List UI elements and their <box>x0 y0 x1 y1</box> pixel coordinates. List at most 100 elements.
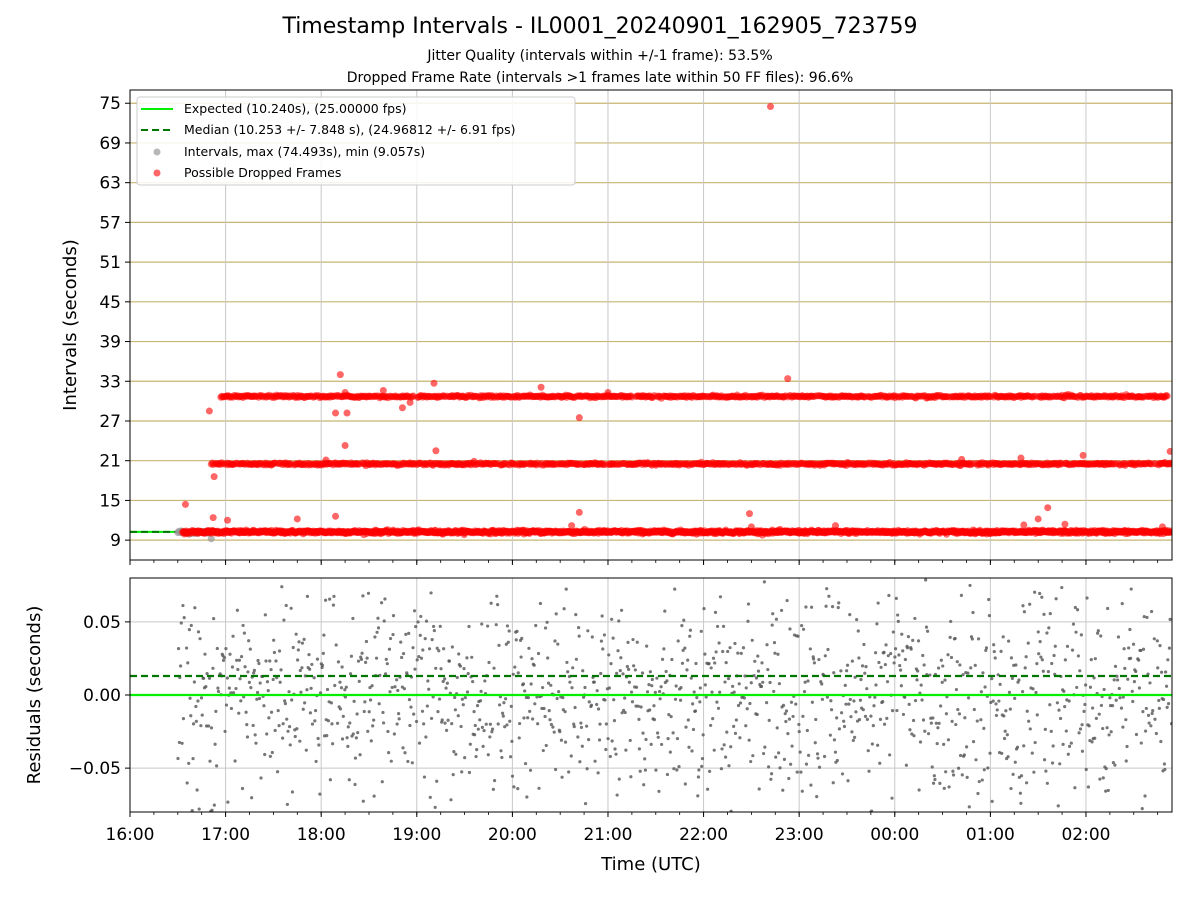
residual-point <box>1047 626 1051 630</box>
residual-point <box>463 756 467 760</box>
residual-point <box>979 690 983 694</box>
residual-point <box>618 668 622 673</box>
residual-point <box>262 704 266 708</box>
dropped-outlier-point <box>432 447 440 455</box>
residual-point <box>900 632 904 636</box>
y-tick-label: 45 <box>99 293 121 313</box>
residual-point <box>688 634 692 638</box>
residual-point <box>648 708 652 712</box>
residual-point <box>1082 709 1086 713</box>
residual-point <box>746 602 751 606</box>
residual-point <box>909 647 913 651</box>
residual-point <box>938 781 942 785</box>
residual-point <box>725 730 729 734</box>
residual-point <box>624 748 628 752</box>
residual-point <box>542 706 546 711</box>
residual-point <box>713 610 718 615</box>
residual-point <box>878 717 883 721</box>
residual-point <box>935 741 939 746</box>
residual-point <box>599 639 604 643</box>
residual-point <box>1104 789 1108 793</box>
residual-point <box>845 669 849 673</box>
residual-point <box>1141 647 1146 651</box>
residual-point <box>177 740 181 745</box>
residual-point <box>379 570 382 573</box>
residual-point <box>907 702 911 706</box>
residual-point <box>887 593 891 598</box>
residual-point <box>800 624 804 628</box>
residual-point <box>222 655 226 660</box>
residual-point <box>759 684 764 689</box>
residual-point <box>696 775 701 779</box>
residual-point <box>531 717 535 721</box>
residual-point <box>681 648 685 652</box>
residual-point <box>855 617 859 622</box>
residual-point <box>230 665 235 669</box>
residual-point <box>237 711 241 715</box>
residual-point <box>209 726 214 730</box>
residual-point <box>239 699 243 703</box>
residual-point <box>489 601 493 605</box>
residual-point <box>302 637 306 641</box>
residual-point <box>339 686 344 690</box>
residual-point <box>1117 686 1121 691</box>
residual-point <box>179 621 183 625</box>
residual-point <box>573 705 577 710</box>
residual-point <box>403 751 407 755</box>
residual-point <box>380 780 384 784</box>
residual-point <box>910 732 914 736</box>
residual-point <box>367 710 371 714</box>
residual-point <box>457 652 461 656</box>
residual-point <box>503 725 507 729</box>
residual-point <box>1119 706 1124 710</box>
residual-point <box>1084 683 1088 687</box>
residual-point <box>699 629 703 633</box>
residual-point <box>535 817 538 820</box>
residual-point <box>751 754 755 758</box>
residual-point <box>407 698 412 702</box>
residual-point <box>597 738 602 742</box>
residual-point <box>268 754 272 758</box>
residual-point <box>966 671 970 675</box>
residual-point <box>498 703 502 707</box>
residual-point <box>585 724 589 728</box>
residual-point <box>581 669 585 673</box>
residual-point <box>835 758 839 763</box>
residual-point <box>627 680 631 684</box>
residual-point <box>757 787 761 791</box>
x-tick-label: 01:00 <box>966 825 1015 845</box>
residual-point <box>422 722 426 726</box>
residual-point <box>873 695 877 699</box>
residual-point <box>1071 622 1076 626</box>
residual-point <box>1035 662 1039 666</box>
residual-point <box>265 732 269 736</box>
residual-point <box>442 647 446 651</box>
residual-point <box>1084 767 1088 772</box>
residual-point <box>656 731 660 735</box>
residual-point <box>996 673 1000 677</box>
residual-point <box>662 647 666 651</box>
residual-point <box>683 782 687 786</box>
residual-point <box>511 672 515 676</box>
dropped-outlier-point <box>1017 454 1025 462</box>
residual-point <box>827 594 831 598</box>
residual-point <box>836 605 840 610</box>
residual-point <box>271 677 275 682</box>
residual-point <box>844 702 848 706</box>
residual-point <box>607 686 611 690</box>
residual-point <box>643 757 647 761</box>
residual-point <box>423 637 427 641</box>
residual-point <box>215 646 219 651</box>
residual-point <box>269 667 273 672</box>
residual-point <box>1067 699 1071 703</box>
residual-point <box>533 702 537 706</box>
residual-point <box>881 699 885 704</box>
residual-point <box>645 690 650 694</box>
residual-point <box>815 795 819 799</box>
residual-point <box>1015 745 1020 749</box>
residual-point <box>181 717 186 721</box>
residual-point <box>763 745 767 749</box>
residual-point <box>1037 652 1041 656</box>
residual-point <box>886 654 890 658</box>
residual-point <box>672 767 676 771</box>
